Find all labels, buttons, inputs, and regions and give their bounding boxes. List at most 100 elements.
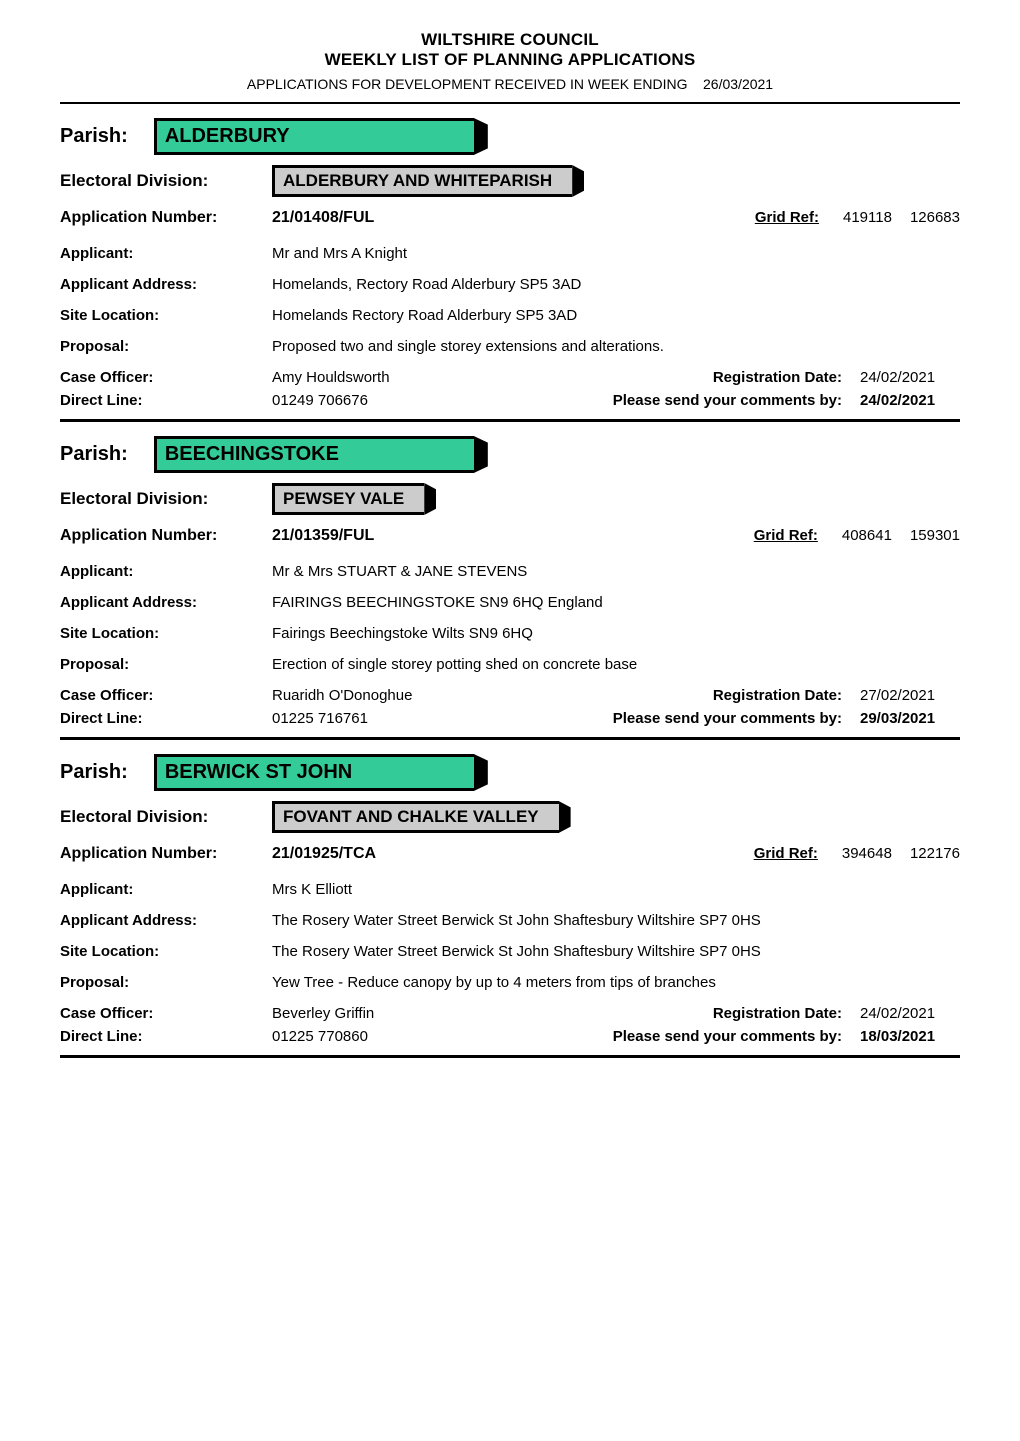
applicant-address-row: Applicant Address: FAIRINGS BEECHINGSTOK… <box>60 594 960 611</box>
case-officer-row: Case Officer: Ruaridh O'Donoghue Registr… <box>60 687 960 704</box>
application-number-label: Application Number: <box>60 527 272 545</box>
grid-ref-label: Grid Ref: <box>755 209 843 226</box>
electoral-division-label: Electoral Division: <box>60 489 256 509</box>
site-location-value: The Rosery Water Street Berwick St John … <box>272 943 960 960</box>
electoral-division-label: Electoral Division: <box>60 171 256 191</box>
applicant-address-label: Applicant Address: <box>60 912 272 929</box>
application-number-value: 21/01925/TCA <box>272 845 376 863</box>
case-officer-value: Ruaridh O'Donoghue <box>272 687 713 704</box>
applicant-value: Mr & Mrs STUART & JANE STEVENS <box>272 563 960 580</box>
parish-row: Parish: BEECHINGSTOKE <box>60 436 960 473</box>
parish-label: Parish: <box>60 761 128 784</box>
direct-line-label: Direct Line: <box>60 1028 272 1045</box>
proposal-row: Proposal: Yew Tree - Reduce canopy by up… <box>60 974 960 991</box>
proposal-label: Proposal: <box>60 338 272 355</box>
applicant-address-value: The Rosery Water Street Berwick St John … <box>272 912 960 929</box>
electoral-division-label: Electoral Division: <box>60 807 256 827</box>
proposal-value: Proposed two and single storey extension… <box>272 338 960 355</box>
electoral-division-value: FOVANT AND CHALKE VALLEY <box>272 801 559 833</box>
grid-ref-northing: 122176 <box>910 845 960 862</box>
registration-date-label: Registration Date: <box>713 687 860 704</box>
application-number-label: Application Number: <box>60 209 272 227</box>
applicant-value: Mrs K Elliott <box>272 881 960 898</box>
grid-ref-label: Grid Ref: <box>754 845 842 862</box>
header-rule <box>60 102 960 104</box>
case-officer-label: Case Officer: <box>60 369 272 386</box>
application-number-value: 21/01359/FUL <box>272 527 374 545</box>
grid-ref-northing: 126683 <box>910 209 960 226</box>
applicant-address-row: Applicant Address: Homelands, Rectory Ro… <box>60 276 960 293</box>
parish-label: Parish: <box>60 443 128 466</box>
site-location-row: Site Location: The Rosery Water Street B… <box>60 943 960 960</box>
comments-by-label: Please send your comments by: <box>613 1028 860 1045</box>
direct-line-row: Direct Line: 01249 706676 Please send yo… <box>60 392 960 409</box>
registration-date-label: Registration Date: <box>713 1005 860 1022</box>
grid-ref-easting: 394648 <box>842 845 910 862</box>
applicant-label: Applicant: <box>60 245 272 262</box>
case-officer-value: Amy Houldsworth <box>272 369 713 386</box>
grid-ref-easting: 408641 <box>842 527 910 544</box>
proposal-row: Proposal: Erection of single storey pott… <box>60 656 960 673</box>
comments-by-value: 18/03/2021 <box>860 1028 960 1045</box>
header-line2: WEEKLY LIST OF PLANNING APPLICATIONS <box>60 50 960 70</box>
applicant-address-label: Applicant Address: <box>60 276 272 293</box>
record-rule <box>60 737 960 740</box>
applicant-row: Applicant: Mr and Mrs A Knight <box>60 245 960 262</box>
direct-line-row: Direct Line: 01225 716761 Please send yo… <box>60 710 960 727</box>
comments-by-value: 29/03/2021 <box>860 710 960 727</box>
planning-record: Parish: BERWICK ST JOHN Electoral Divisi… <box>60 754 960 1058</box>
proposal-label: Proposal: <box>60 656 272 673</box>
record-rule <box>60 1055 960 1058</box>
direct-line-value: 01225 716761 <box>272 710 613 727</box>
application-number-label: Application Number: <box>60 845 272 863</box>
proposal-label: Proposal: <box>60 974 272 991</box>
site-location-value: Fairings Beechingstoke Wilts SN9 6HQ <box>272 625 960 642</box>
subtitle-prefix: APPLICATIONS FOR DEVELOPMENT RECEIVED IN… <box>247 76 688 92</box>
proposal-row: Proposal: Proposed two and single storey… <box>60 338 960 355</box>
electoral-division-row: Electoral Division: FOVANT AND CHALKE VA… <box>60 801 960 833</box>
comments-by-label: Please send your comments by: <box>613 392 860 409</box>
site-location-label: Site Location: <box>60 307 272 324</box>
record-rule <box>60 419 960 422</box>
case-officer-row: Case Officer: Beverley Griffin Registrat… <box>60 1005 960 1022</box>
site-location-label: Site Location: <box>60 943 272 960</box>
proposal-value: Yew Tree - Reduce canopy by up to 4 mete… <box>272 974 960 991</box>
registration-date-value: 24/02/2021 <box>860 1005 960 1022</box>
applicant-address-row: Applicant Address: The Rosery Water Stre… <box>60 912 960 929</box>
registration-date-value: 27/02/2021 <box>860 687 960 704</box>
planning-record: Parish: BEECHINGSTOKE Electoral Division… <box>60 436 960 740</box>
applicant-label: Applicant: <box>60 881 272 898</box>
week-ending-date: 26/03/2021 <box>703 76 773 92</box>
parish-value: BERWICK ST JOHN <box>154 754 474 791</box>
applicant-address-label: Applicant Address: <box>60 594 272 611</box>
parish-row: Parish: ALDERBURY <box>60 118 960 155</box>
site-location-row: Site Location: Homelands Rectory Road Al… <box>60 307 960 324</box>
registration-date-label: Registration Date: <box>713 369 860 386</box>
application-number-value: 21/01408/FUL <box>272 209 374 227</box>
case-officer-label: Case Officer: <box>60 687 272 704</box>
applicant-address-value: Homelands, Rectory Road Alderbury SP5 3A… <box>272 276 960 293</box>
electoral-division-row: Electoral Division: PEWSEY VALE <box>60 483 960 515</box>
header-subtitle: APPLICATIONS FOR DEVELOPMENT RECEIVED IN… <box>60 76 960 92</box>
electoral-division-row: Electoral Division: ALDERBURY AND WHITEP… <box>60 165 960 197</box>
parish-value: BEECHINGSTOKE <box>154 436 474 473</box>
document-header: WILTSHIRE COUNCIL WEEKLY LIST OF PLANNIN… <box>60 30 960 92</box>
site-location-value: Homelands Rectory Road Alderbury SP5 3AD <box>272 307 960 324</box>
case-officer-row: Case Officer: Amy Houldsworth Registrati… <box>60 369 960 386</box>
application-number-row: Application Number: 21/01408/FUL Grid Re… <box>60 209 960 227</box>
comments-by-label: Please send your comments by: <box>613 710 860 727</box>
page: WILTSHIRE COUNCIL WEEKLY LIST OF PLANNIN… <box>0 0 1020 1098</box>
planning-record: Parish: ALDERBURY Electoral Division: AL… <box>60 118 960 422</box>
grid-ref-label: Grid Ref: <box>754 527 842 544</box>
direct-line-label: Direct Line: <box>60 392 272 409</box>
grid-ref-easting: 419118 <box>843 209 910 226</box>
application-number-row: Application Number: 21/01359/FUL Grid Re… <box>60 527 960 545</box>
header-line1: WILTSHIRE COUNCIL <box>60 30 960 50</box>
applicant-label: Applicant: <box>60 563 272 580</box>
direct-line-row: Direct Line: 01225 770860 Please send yo… <box>60 1028 960 1045</box>
applicant-row: Applicant: Mr & Mrs STUART & JANE STEVEN… <box>60 563 960 580</box>
electoral-division-value: PEWSEY VALE <box>272 483 424 515</box>
direct-line-label: Direct Line: <box>60 710 272 727</box>
parish-row: Parish: BERWICK ST JOHN <box>60 754 960 791</box>
application-number-row: Application Number: 21/01925/TCA Grid Re… <box>60 845 960 863</box>
